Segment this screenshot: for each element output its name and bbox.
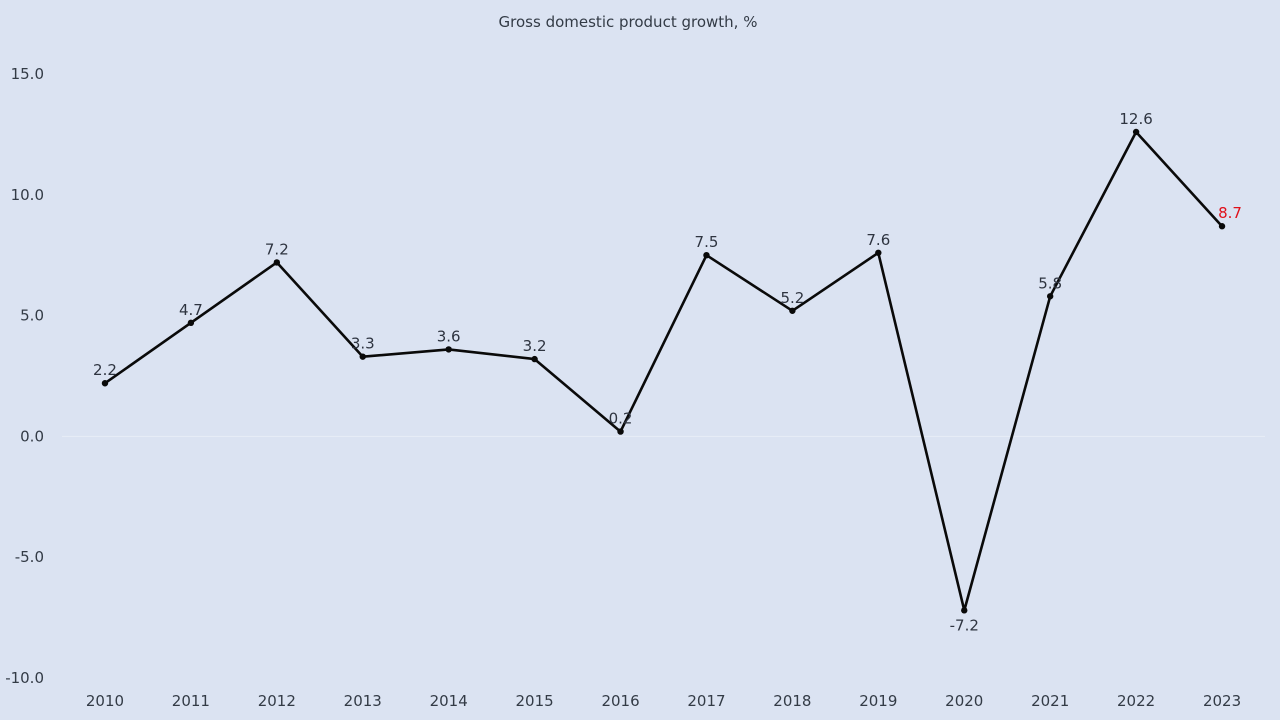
y-tick-label: 10.0 — [11, 186, 44, 204]
data-point — [187, 319, 195, 327]
series-line — [104, 130, 1223, 612]
x-tick-label: 2016 — [601, 692, 639, 710]
data-label: 8.7 — [1218, 204, 1242, 222]
data-label: 0.2 — [609, 410, 633, 428]
data-label: 4.7 — [179, 301, 203, 319]
chart-title: Gross domestic product growth, % — [499, 13, 758, 31]
x-tick-label: 2015 — [516, 692, 554, 710]
data-point — [961, 607, 968, 614]
data-label: 7.5 — [695, 233, 719, 251]
x-tick-label: 2020 — [945, 692, 983, 710]
data-point — [359, 353, 366, 360]
x-tick-label: 2021 — [1031, 692, 1069, 710]
y-tick-label: -10.0 — [5, 669, 44, 687]
data-point — [1218, 223, 1226, 230]
data-point — [789, 307, 796, 314]
y-tick-label: -5.0 — [15, 548, 44, 566]
x-tick-label: 2014 — [430, 692, 468, 710]
data-label: -7.2 — [950, 616, 979, 634]
data-label: 3.2 — [523, 337, 547, 355]
x-tick-label: 2017 — [687, 692, 725, 710]
data-point — [273, 259, 281, 266]
x-tick-label: 2011 — [172, 692, 210, 710]
x-tick-label: 2013 — [344, 692, 382, 710]
x-axis: 2010 2011 2012 2013 2014 2015 2016 2017 2018 2019… — [86, 692, 1241, 710]
data-label: 12.6 — [1119, 110, 1152, 128]
data-point — [445, 346, 452, 353]
data-label: 7.6 — [866, 231, 890, 249]
y-tick-label: 5.0 — [20, 307, 44, 325]
data-label: 2.2 — [93, 361, 117, 379]
data-point — [875, 249, 882, 256]
x-tick-label: 2019 — [859, 692, 897, 710]
data-point — [1046, 293, 1054, 300]
y-tick-label: 15.0 — [11, 65, 44, 83]
series-group — [101, 128, 1226, 614]
data-point — [617, 428, 624, 435]
data-labels: 2.2 4.7 7.2 3.3 3.6 3.2 0.2 7.5 5.2 7.6 -7.2 5.8 12.… — [93, 110, 1242, 634]
x-tick-label: 2018 — [773, 692, 811, 710]
x-tick-label: 2022 — [1117, 692, 1155, 710]
data-label: 7.2 — [265, 240, 289, 258]
data-point — [531, 355, 538, 363]
x-tick-label: 2010 — [86, 692, 124, 710]
data-label: 3.3 — [351, 335, 375, 353]
data-label: 5.2 — [780, 289, 804, 307]
data-label: 5.8 — [1038, 274, 1062, 292]
x-tick-label: 2012 — [258, 692, 296, 710]
data-label: 3.6 — [437, 327, 461, 345]
y-axis: 15.0 10.0 5.0 0.0 -5.0 -10.0 — [5, 65, 44, 687]
data-point — [101, 380, 109, 387]
data-point — [703, 252, 710, 259]
y-tick-label: 0.0 — [20, 427, 44, 445]
data-point — [1132, 128, 1140, 136]
x-tick-label: 2023 — [1203, 692, 1241, 710]
